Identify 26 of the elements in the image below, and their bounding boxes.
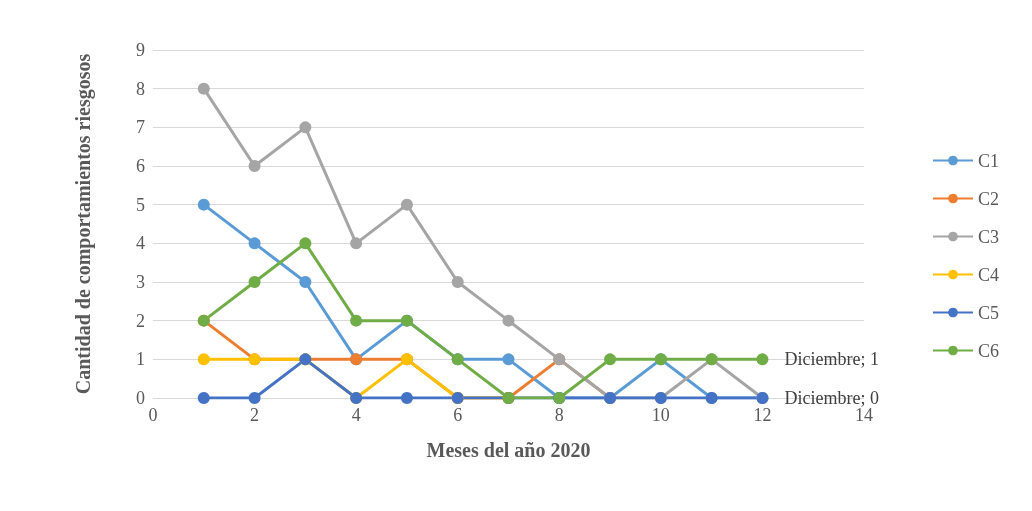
y-tick-label: 7 <box>136 117 145 138</box>
y-tick-label: 6 <box>136 156 145 176</box>
y-tick-label: 5 <box>136 194 145 215</box>
y-axis-title: Cantidad de comportamientos riesgosos <box>72 53 95 395</box>
x-tick-label: 8 <box>554 405 564 425</box>
legend-label: C2 <box>977 188 1000 209</box>
x-tick-label: 12 <box>753 405 772 425</box>
legend-label: C1 <box>977 150 1000 171</box>
x-tick-label: 2 <box>250 405 260 425</box>
annotation: Diciembre; 0 <box>784 388 879 408</box>
x-tick-label: 4 <box>351 405 361 425</box>
x-axis-title: Meses del año 2020 <box>426 439 591 461</box>
y-tick-label: 4 <box>136 233 145 254</box>
legend-label: C6 <box>977 340 1000 361</box>
y-tick-label: 8 <box>136 78 145 99</box>
legend-label: C5 <box>977 302 1000 323</box>
y-tick-label: 2 <box>136 310 145 331</box>
legend-label: C4 <box>977 264 1000 285</box>
y-tick-label: 9 <box>136 40 145 60</box>
y-tick-label: 3 <box>136 272 145 292</box>
legend-label: C3 <box>977 226 1000 247</box>
x-tick-label: 10 <box>651 405 670 425</box>
y-tick-label: 1 <box>136 349 145 370</box>
y-tick-label: 0 <box>136 388 145 408</box>
annotation: Diciembre; 1 <box>784 349 879 370</box>
x-tick-label: 6 <box>453 405 463 425</box>
